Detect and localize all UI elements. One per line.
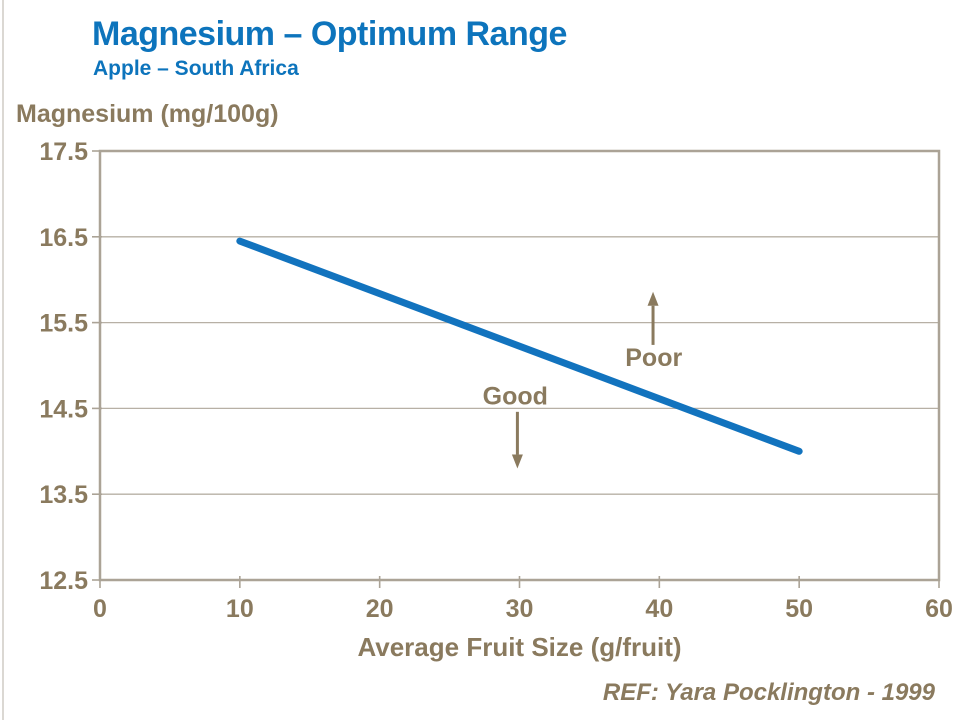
page-subtitle: Apple – South Africa <box>93 57 299 80</box>
x-tick-label: 30 <box>506 595 534 623</box>
page-title: Magnesium – Optimum Range <box>92 15 567 53</box>
annotation-arrow-head-poor <box>647 291 659 306</box>
x-axis-title: Average Fruit Size (g/fruit) <box>357 632 682 662</box>
y-tick-label: 15.5 <box>39 310 88 338</box>
x-tick-label: 50 <box>785 595 813 623</box>
y-tick-label: 17.5 <box>39 138 88 166</box>
reference-footnote: REF: Yara Pocklington - 1999 <box>602 679 935 706</box>
data-line <box>236 237 803 455</box>
annotation-label-poor: Poor <box>625 344 682 372</box>
plot-border <box>98 149 941 582</box>
y-axis-title: Magnesium (mg/100g) <box>16 100 279 128</box>
annotation-label-good: Good <box>483 383 548 411</box>
y-tick-label: 12.5 <box>39 567 88 595</box>
x-tick-label: 40 <box>645 595 673 623</box>
x-tick-label: 0 <box>93 595 107 623</box>
annotation-arrow-head-good <box>511 454 523 469</box>
y-tick-label: 13.5 <box>39 481 88 509</box>
x-tick-label: 20 <box>366 595 394 623</box>
x-tick-label: 10 <box>226 595 254 623</box>
y-tick-label: 14.5 <box>39 395 88 423</box>
y-tick-label: 16.5 <box>39 224 88 252</box>
x-tick-label: 60 <box>925 595 953 623</box>
slide-left-edge-line <box>2 0 4 720</box>
